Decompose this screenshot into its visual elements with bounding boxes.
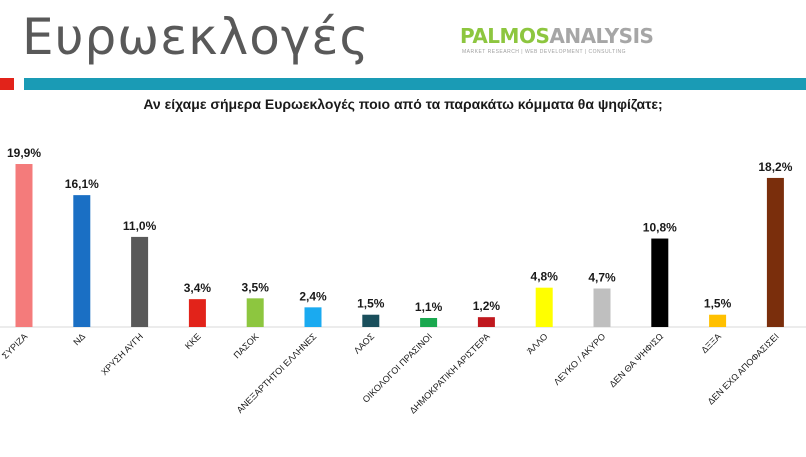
bar-3 [188, 299, 206, 327]
category-label-3: ΚΚΕ [183, 331, 203, 351]
value-label-2: 11,0% [123, 219, 157, 233]
bar-2 [131, 236, 149, 327]
value-label-5: 2,4% [299, 289, 327, 303]
value-label-13: 18,2% [758, 160, 792, 174]
slide-title: Ευρωεκλογές [22, 8, 370, 66]
category-label-1: ΝΔ [71, 331, 87, 347]
logo-subtitle: MARKET RESEARCH | WEB DEVELOPMENT | CONS… [462, 49, 626, 55]
bar-13 [766, 177, 784, 327]
value-label-0: 19,9% [7, 146, 41, 160]
bar-8 [477, 317, 495, 327]
bar-chart: 19,9% ΣΥΡΙΖΑ 16,1% ΝΔ 11,0% ΧΡΥΣΗ ΑΥΓΗ 3,4% ΚΚΕ… [0, 146, 806, 416]
bar-11 [651, 238, 669, 327]
value-label-10: 4,7% [588, 271, 616, 285]
category-label-6: ΛΑΟΣ [352, 331, 377, 356]
value-label-9: 4,8% [531, 270, 559, 284]
palmos-analysis-logo: PALMOSANALYSIS MARKET RESEARCH | WEB DEV… [460, 26, 660, 66]
bar-4 [246, 298, 264, 327]
category-label-12: ΔΞΞΑ [699, 331, 723, 355]
category-label-9: ΆΛΛΟ [525, 331, 550, 356]
bar-1 [73, 195, 91, 327]
bar-6 [362, 314, 380, 327]
category-label-2: ΧΡΥΣΗ ΑΥΓΗ [99, 331, 145, 377]
category-label-0: ΣΥΡΙΖΑ [0, 331, 29, 360]
bar-10 [593, 288, 611, 327]
category-label-4: ΠΑΣΟΚ [232, 331, 261, 360]
bar-7 [420, 317, 438, 327]
bar-0 [15, 164, 33, 327]
survey-question: Αν είχαμε σήμερα Ευρωεκλογές ποιο από τα… [143, 96, 663, 112]
logo-part2: ANALYSIS [549, 24, 654, 48]
accent-red-block [0, 78, 14, 90]
value-label-8: 1,2% [473, 299, 501, 313]
value-label-12: 1,5% [704, 297, 732, 311]
value-label-7: 1,1% [415, 300, 443, 314]
accent-bar [24, 78, 806, 90]
category-label-11: ΔΕΝ ΘΑ ΨΗΦΙΣΩ [607, 331, 665, 389]
bar-5 [304, 307, 322, 327]
value-label-1: 16,1% [65, 177, 99, 191]
value-label-3: 3,4% [184, 281, 212, 295]
logo-part1: PALMOS [460, 24, 550, 48]
category-label-10: ΛΕΥΚΟ / ΑΚΥΡΟ [552, 331, 608, 387]
value-label-4: 3,5% [242, 280, 270, 294]
bar-12 [709, 314, 727, 327]
logo-wordmark: PALMOSANALYSIS [460, 24, 654, 48]
bar-9 [535, 287, 553, 327]
value-label-11: 10,8% [643, 221, 677, 235]
value-label-6: 1,5% [357, 297, 385, 311]
